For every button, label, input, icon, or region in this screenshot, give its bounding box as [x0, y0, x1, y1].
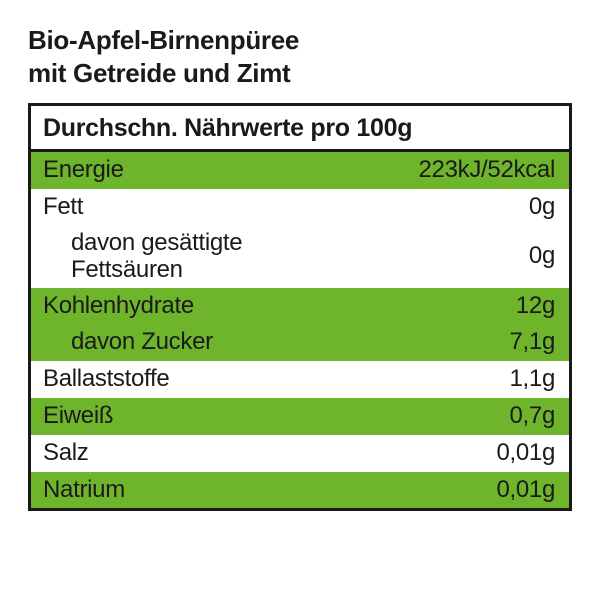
row-value: 0,7g — [509, 402, 555, 431]
product-title: Bio-Apfel-Birnenpüree mit Getreide und Z… — [28, 24, 572, 89]
row-value: 0,01g — [496, 476, 555, 505]
row-label: Ballaststoffe — [43, 365, 509, 394]
table-row: Natrium0,01g — [31, 472, 569, 509]
table-header: Durchschn. Nährwerte pro 100g — [31, 106, 569, 152]
table-row: Salz0,01g — [31, 435, 569, 472]
nutrition-table: Durchschn. Nährwerte pro 100g Energie223… — [28, 103, 572, 511]
row-value: 7,1g — [509, 328, 555, 357]
table-row: davon Zucker7,1g — [31, 324, 569, 361]
table-row: Kohlenhydrate12g — [31, 288, 569, 325]
row-label: Eiweiß — [43, 402, 509, 431]
row-label: Energie — [43, 156, 419, 185]
row-label: davon gesättigteFettsäuren — [43, 230, 529, 283]
row-value: 0,01g — [496, 439, 555, 468]
table-body: Energie223kJ/52kcalFett0gdavon gesättigt… — [31, 152, 569, 508]
row-value: 0g — [529, 193, 555, 222]
table-row: Energie223kJ/52kcal — [31, 152, 569, 189]
table-row: Ballaststoffe1,1g — [31, 361, 569, 398]
row-value: 1,1g — [509, 365, 555, 394]
table-row: Eiweiß0,7g — [31, 398, 569, 435]
title-line1: Bio-Apfel-Birnenpüree — [28, 25, 299, 55]
row-value: 0g — [529, 242, 555, 271]
row-value: 223kJ/52kcal — [419, 156, 556, 185]
row-label: davon Zucker — [43, 328, 509, 357]
table-row: Fett0g — [31, 189, 569, 226]
title-line2: mit Getreide und Zimt — [28, 58, 290, 88]
row-label: Salz — [43, 439, 496, 468]
row-label: Kohlenhydrate — [43, 292, 516, 321]
table-row: davon gesättigteFettsäuren0g — [31, 226, 569, 288]
row-label: Fett — [43, 193, 529, 222]
row-value: 12g — [516, 292, 555, 321]
row-label: Natrium — [43, 476, 496, 505]
